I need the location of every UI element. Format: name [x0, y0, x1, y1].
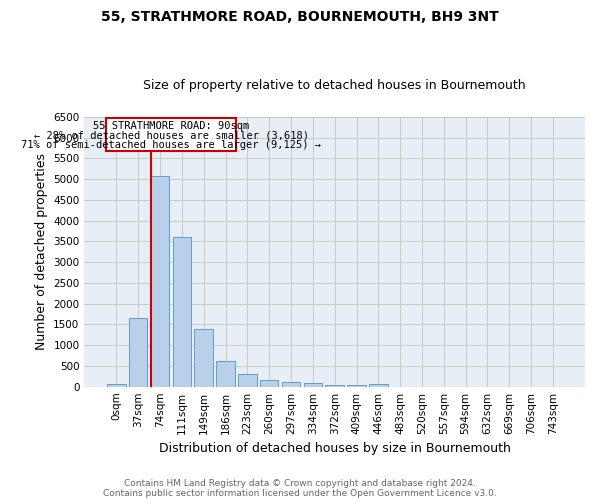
Bar	[369, 384, 388, 386]
Text: 55 STRATHMORE ROAD: 90sqm: 55 STRATHMORE ROAD: 90sqm	[93, 122, 250, 132]
Bar	[129, 318, 148, 386]
Bar	[347, 385, 366, 386]
Bar	[304, 383, 322, 386]
Text: 71% of semi-detached houses are larger (9,125) →: 71% of semi-detached houses are larger (…	[21, 140, 321, 150]
Bar	[151, 176, 169, 386]
FancyBboxPatch shape	[106, 118, 236, 151]
Text: 55, STRATHMORE ROAD, BOURNEMOUTH, BH9 3NT: 55, STRATHMORE ROAD, BOURNEMOUTH, BH9 3N…	[101, 10, 499, 24]
Title: Size of property relative to detached houses in Bournemouth: Size of property relative to detached ho…	[143, 79, 526, 92]
Bar	[216, 362, 235, 386]
Bar	[107, 384, 125, 386]
Bar	[194, 328, 213, 386]
Text: Contains public sector information licensed under the Open Government Licence v3: Contains public sector information licen…	[103, 488, 497, 498]
Bar	[260, 380, 278, 386]
Text: ← 28% of detached houses are smaller (3,618): ← 28% of detached houses are smaller (3,…	[34, 131, 308, 141]
Bar	[173, 237, 191, 386]
Bar	[238, 374, 257, 386]
Bar	[325, 385, 344, 386]
Y-axis label: Number of detached properties: Number of detached properties	[35, 153, 47, 350]
X-axis label: Distribution of detached houses by size in Bournemouth: Distribution of detached houses by size …	[159, 442, 511, 455]
Text: Contains HM Land Registry data © Crown copyright and database right 2024.: Contains HM Land Registry data © Crown c…	[124, 478, 476, 488]
Bar	[282, 382, 300, 386]
